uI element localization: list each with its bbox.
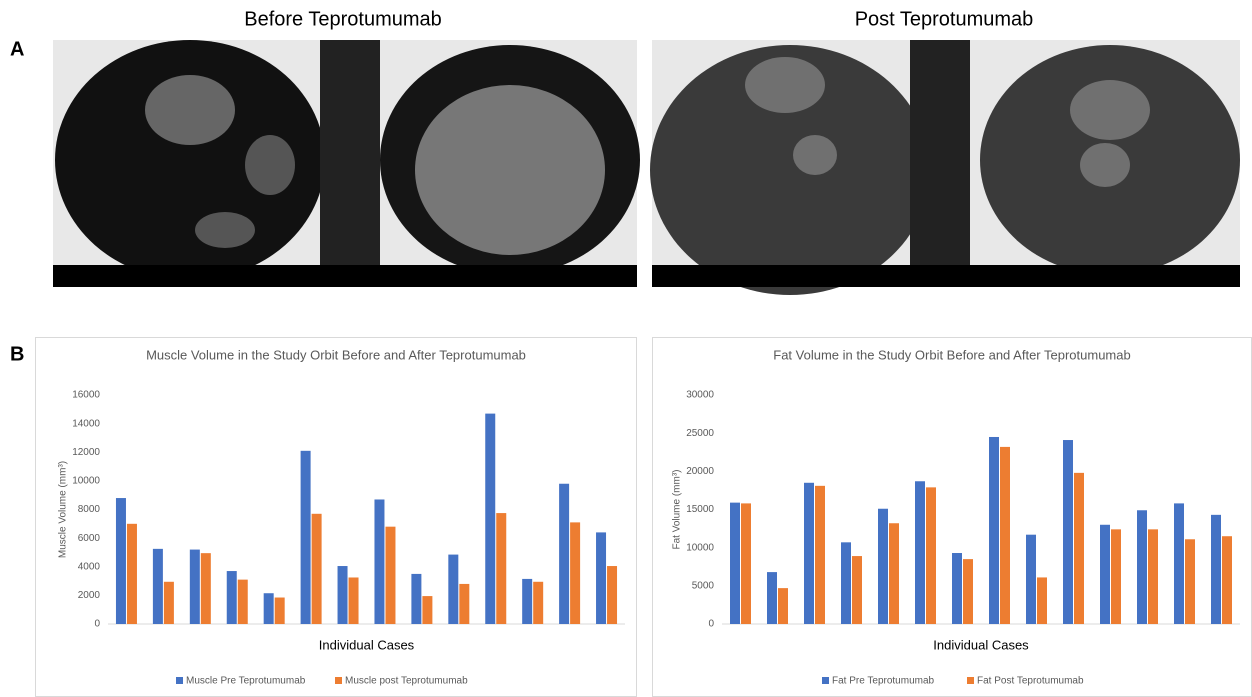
- y-tick-label: 25000: [686, 428, 714, 439]
- y-tick-label: 2000: [78, 590, 101, 601]
- bar: [1111, 529, 1121, 624]
- image-title: Before Teprotumumab: [244, 8, 442, 30]
- bar: [778, 588, 788, 624]
- bar: [496, 513, 506, 624]
- bar: [889, 523, 899, 624]
- ct-image: [650, 40, 1240, 295]
- bar: [570, 522, 580, 624]
- bar: [485, 414, 495, 624]
- bar: [116, 498, 126, 624]
- bar: [275, 598, 285, 624]
- legend-label: Fat Pre Teprotumumab: [832, 676, 935, 687]
- legend-swatch: [176, 677, 183, 684]
- bar: [1037, 577, 1047, 624]
- bar: [559, 484, 569, 624]
- bar: [349, 577, 359, 624]
- bar: [312, 514, 322, 624]
- panel-label: A: [10, 38, 24, 60]
- bar: [1100, 525, 1110, 624]
- bar: [1222, 536, 1232, 624]
- bar: [422, 596, 432, 624]
- bar: [411, 574, 421, 624]
- figure: A B Before Teprotumumab Post Teprotumuma…: [0, 0, 1252, 697]
- bar: [741, 503, 751, 624]
- bar: [952, 553, 962, 624]
- bar: [841, 542, 851, 624]
- bar: [963, 559, 973, 624]
- bar: [385, 527, 395, 624]
- y-tick-label: 0: [94, 619, 100, 630]
- y-tick-label: 4000: [78, 561, 101, 572]
- image-title: Post Teprotumumab: [855, 8, 1034, 30]
- bar: [915, 481, 925, 624]
- bar: [238, 580, 248, 624]
- y-tick-label: 6000: [78, 533, 101, 544]
- bar: [926, 487, 936, 624]
- bar: [804, 483, 814, 624]
- bar: [767, 572, 777, 624]
- bar: [1148, 529, 1158, 624]
- legend-label: Muscle Pre Teprotumumab: [186, 676, 306, 687]
- legend-swatch: [335, 677, 342, 684]
- bar: [878, 509, 888, 624]
- y-tick-label: 16000: [72, 390, 100, 401]
- bar: [227, 571, 237, 624]
- bar: [1211, 515, 1221, 624]
- bar: [301, 451, 311, 624]
- y-tick-label: 12000: [72, 447, 100, 458]
- bar: [1074, 473, 1084, 624]
- legend-swatch: [822, 677, 829, 684]
- bar: [338, 566, 348, 624]
- chart-title: Fat Volume in the Study Orbit Before and…: [773, 347, 1130, 362]
- bar: [815, 486, 825, 624]
- bar: [596, 532, 606, 624]
- bar: [1026, 535, 1036, 624]
- y-tick-label: 5000: [692, 580, 715, 591]
- ct-image: [53, 40, 640, 287]
- bar: [852, 556, 862, 624]
- bar: [1063, 440, 1073, 624]
- x-axis-label: Individual Cases: [933, 637, 1029, 652]
- legend-label: Muscle post Teprotumumab: [345, 676, 468, 687]
- bar: [448, 555, 458, 624]
- legend-label: Fat Post Teprotumumab: [977, 676, 1084, 687]
- bar: [1185, 539, 1195, 624]
- y-tick-label: 10000: [686, 542, 714, 553]
- y-tick-label: 30000: [686, 390, 714, 401]
- bar: [153, 549, 163, 624]
- bar: [264, 593, 274, 624]
- bar: [1000, 447, 1010, 624]
- y-tick-label: 8000: [78, 504, 101, 515]
- y-tick-label: 14000: [72, 418, 100, 429]
- bar: [190, 550, 200, 624]
- panel-label: B: [10, 343, 24, 365]
- bar: [522, 579, 532, 624]
- y-tick-label: 20000: [686, 466, 714, 477]
- bar: [730, 503, 740, 624]
- bar: [374, 499, 384, 624]
- y-tick-label: 15000: [686, 504, 714, 515]
- y-axis-label: Fat Volume (mm³): [672, 469, 683, 549]
- legend-swatch: [967, 677, 974, 684]
- bar: [201, 553, 211, 624]
- bar: [164, 582, 174, 624]
- bar: [459, 584, 469, 624]
- chart-title: Muscle Volume in the Study Orbit Before …: [146, 347, 526, 362]
- y-tick-label: 10000: [72, 476, 100, 487]
- bar: [607, 566, 617, 624]
- y-tick-label: 0: [708, 619, 714, 630]
- y-axis-label: Muscle Volume (mm³): [58, 461, 69, 558]
- bar: [533, 582, 543, 624]
- bar: [1174, 503, 1184, 624]
- bar: [1137, 510, 1147, 624]
- x-axis-label: Individual Cases: [319, 637, 415, 652]
- bar: [127, 524, 137, 624]
- bar: [989, 437, 999, 624]
